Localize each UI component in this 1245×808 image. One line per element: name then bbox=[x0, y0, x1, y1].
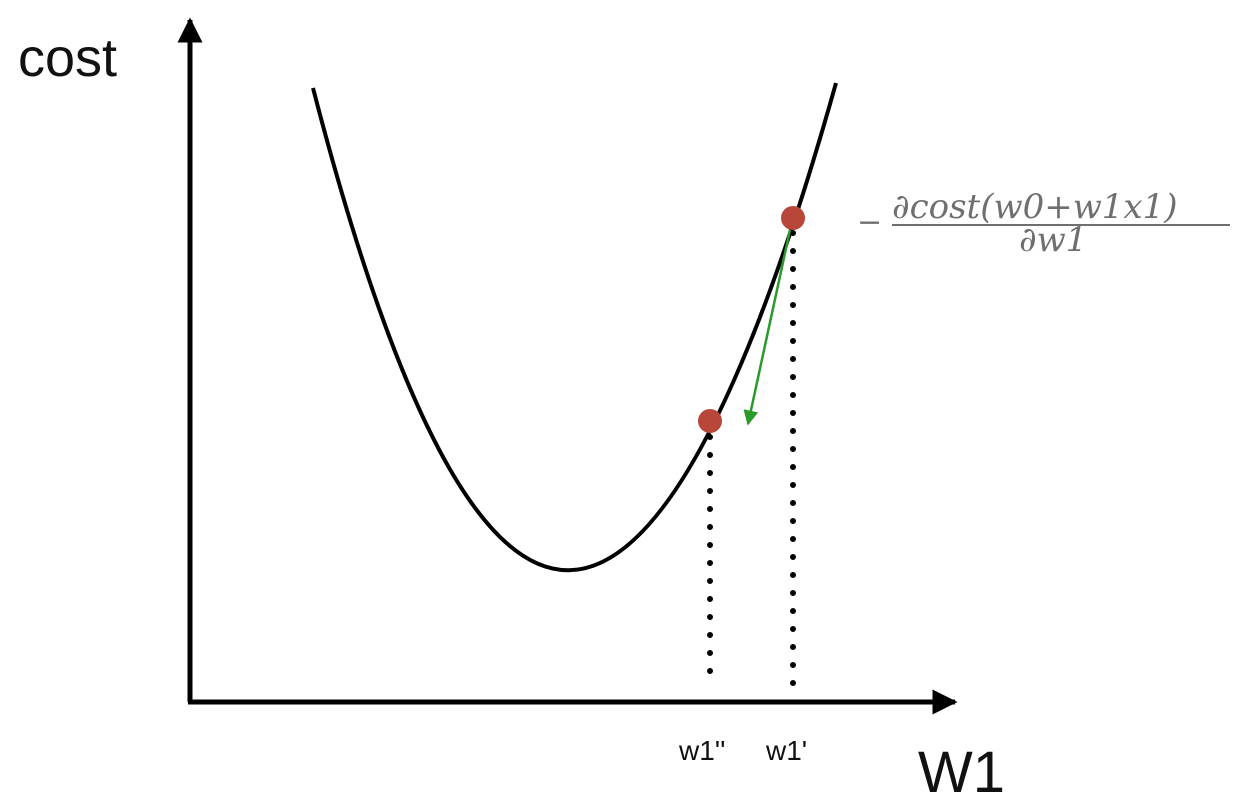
formula-numerator: ∂cost(w0+w1x1) bbox=[892, 187, 1178, 227]
tick-label-w1-old: w1' bbox=[765, 735, 807, 766]
y-axis-label: cost bbox=[18, 28, 117, 88]
formula-denominator: ∂w1 bbox=[1019, 220, 1087, 260]
gradient-formula: − ∂cost(w0+w1x1) ∂w1 bbox=[857, 187, 1230, 260]
point-w1-new bbox=[698, 409, 722, 433]
point-w1-old bbox=[781, 206, 805, 230]
formula-sign: − bbox=[857, 205, 882, 240]
tick-label-w1-new: w1'' bbox=[678, 735, 725, 766]
cost-curve bbox=[311, 82, 838, 572]
x-axis-label: W1 bbox=[918, 740, 1005, 805]
gradient-step-arrow bbox=[743, 229, 792, 426]
